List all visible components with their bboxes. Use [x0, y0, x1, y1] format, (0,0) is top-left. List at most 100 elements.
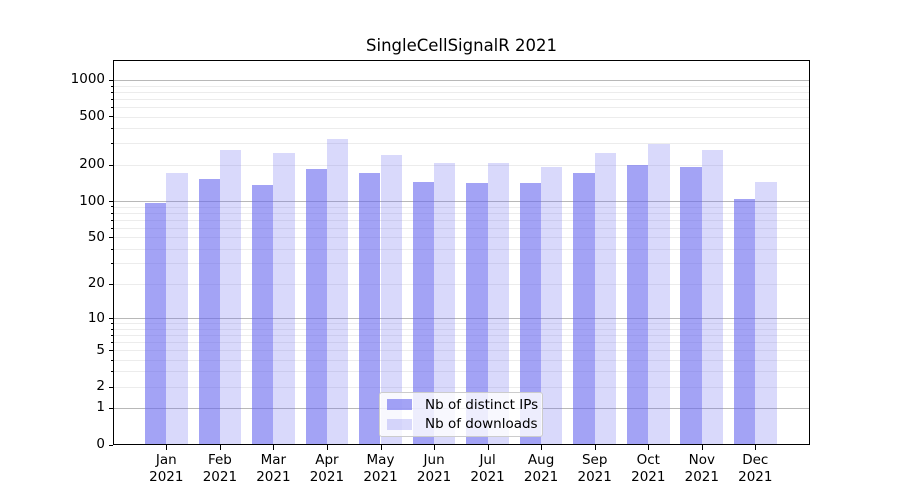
y-minor-tick-4: [110, 360, 113, 361]
y-minor-tick-60: [110, 228, 113, 229]
bar-downloads-sep: [594, 153, 617, 445]
y-tick-label-1000: 1000: [70, 71, 105, 88]
legend-swatch-distinct-ips: [387, 399, 412, 411]
y-tick-label-0: 0: [96, 436, 105, 452]
y-tick-1000: [109, 80, 113, 81]
bar-ips-may: [359, 173, 381, 445]
y-minor-tick-40: [110, 249, 113, 250]
gridline-500: [113, 116, 810, 118]
y-minor-tick-80: [110, 213, 113, 214]
bar-downloads-jun: [434, 162, 456, 445]
x-tick-jul: [487, 445, 489, 450]
x-tick-feb: [219, 445, 221, 450]
y-tick-label-10: 10: [87, 309, 105, 326]
gridline-300: [113, 143, 810, 145]
gridline-50: [113, 237, 810, 238]
x-tick-oct: [648, 445, 650, 450]
plot-area: [113, 60, 810, 445]
y-tick-label-50: 50: [87, 228, 105, 245]
bar-downloads-nov: [701, 149, 724, 445]
y-tick-0: [109, 445, 113, 446]
gridline-70: [113, 219, 810, 221]
y-tick-label-5: 5: [96, 341, 105, 358]
y-tick-1: [109, 408, 113, 409]
y-minor-tick-90: [110, 206, 113, 207]
bar-downloads-mar: [273, 152, 295, 445]
y-minor-tick-3: [110, 371, 113, 372]
bar-ips-jul: [466, 182, 488, 445]
bar-downloads-feb: [219, 149, 242, 445]
y-tick-5: [109, 350, 113, 351]
x-tick-sep: [594, 445, 596, 450]
gridline-600: [113, 106, 810, 108]
gridline-5: [113, 350, 810, 351]
x-tick-jan: [166, 445, 168, 450]
x-tick-label-apr: Apr 2021: [309, 452, 345, 485]
x-tick-label-jun: Jun 2021: [416, 452, 452, 485]
y-minor-tick-700: [110, 99, 113, 100]
x-tick-label-sep: Sep 2021: [577, 452, 612, 485]
x-tick-label-feb: Feb 2021: [202, 452, 238, 485]
y-minor-tick-6: [110, 342, 113, 343]
bar-ips-oct: [626, 164, 649, 445]
gridline-800: [113, 91, 810, 93]
gridline-20: [113, 283, 810, 285]
legend-swatch-downloads: [387, 418, 412, 430]
y-tick-50: [109, 237, 113, 238]
y-tick-20: [109, 284, 113, 285]
y-tick-label-2: 2: [96, 378, 105, 394]
y-tick-label-100: 100: [79, 192, 105, 209]
gridline-10: [113, 318, 810, 319]
gridline-400: [113, 128, 810, 130]
x-tick-aug: [541, 445, 543, 450]
gridline-100: [113, 201, 810, 202]
legend-label-distinct-ips: Nb of distinct IPs: [425, 396, 539, 413]
legend-item-downloads: Nb of downloads: [387, 416, 538, 432]
bar-downloads-jul: [487, 163, 509, 445]
gridline-1000: [113, 79, 810, 81]
y-tick-label-500: 500: [79, 108, 105, 124]
x-tick-label-jan: Jan 2021: [149, 452, 184, 485]
x-tick-dec: [755, 445, 757, 450]
x-tick-label-mar: Mar 2021: [256, 452, 291, 485]
gridline-7: [113, 334, 810, 336]
bar-downloads-oct: [648, 143, 670, 445]
x-tick-label-jul: Jul 2021: [470, 452, 505, 485]
gridline-4: [113, 359, 810, 361]
x-tick-mar: [273, 445, 275, 450]
bar-ips-mar: [252, 184, 274, 445]
legend: Nb of distinct IPs Nb of downloads: [379, 392, 543, 437]
y-minor-tick-9: [110, 323, 113, 324]
y-minor-tick-300: [110, 143, 113, 144]
gridline-90: [113, 206, 810, 208]
bar-ips-apr: [305, 168, 327, 445]
legend-item-distinct-ips: Nb of distinct IPs: [387, 397, 538, 413]
gridline-3: [113, 371, 810, 373]
y-tick-10: [109, 318, 113, 319]
legend-label-downloads: Nb of downloads: [425, 416, 538, 433]
bar-ips-dec: [733, 199, 756, 445]
bar-ips-nov: [680, 167, 702, 445]
y-minor-tick-400: [110, 128, 113, 129]
y-tick-200: [109, 165, 113, 166]
gridline-2: [113, 386, 810, 388]
bar-ips-feb: [198, 178, 220, 445]
gridline-40: [113, 248, 810, 250]
bar-ips-sep: [573, 172, 595, 445]
y-minor-tick-30: [110, 263, 113, 264]
gridline-200: [113, 164, 810, 166]
gridline-8: [113, 328, 810, 330]
y-minor-tick-7: [110, 335, 113, 336]
bar-downloads-dec: [755, 181, 777, 445]
x-tick-nov: [701, 445, 703, 450]
gridline-60: [113, 227, 810, 229]
y-tick-500: [109, 116, 113, 117]
y-minor-tick-800: [110, 92, 113, 93]
gridline-30: [113, 263, 810, 265]
bar-downloads-may: [380, 154, 402, 445]
y-tick-100: [109, 201, 113, 202]
x-tick-apr: [326, 445, 328, 450]
x-tick-label-aug: Aug 2021: [523, 452, 559, 485]
x-tick-label-may: May 2021: [363, 452, 398, 485]
